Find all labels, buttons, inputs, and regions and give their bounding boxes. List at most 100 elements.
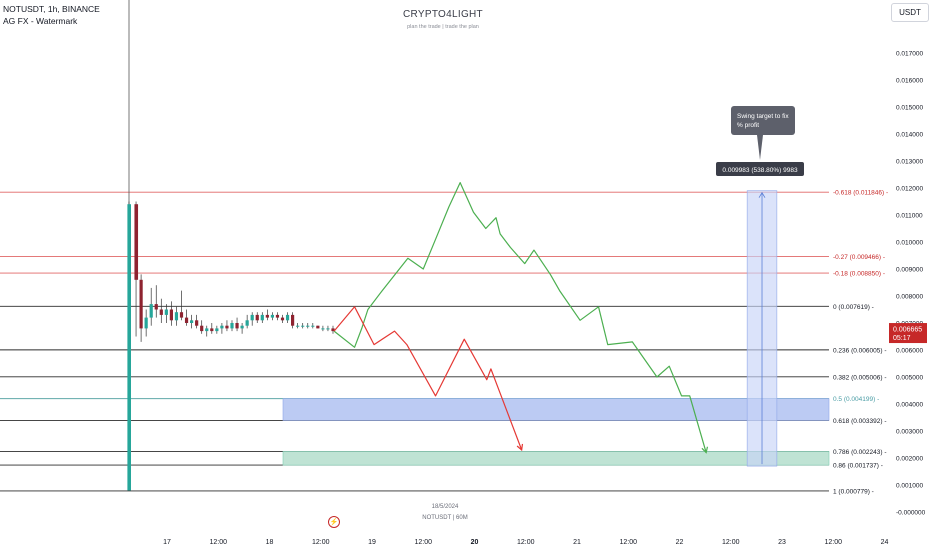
candle-body (275, 314, 280, 318)
x-tick-label: 21 (573, 539, 581, 546)
candle-body (270, 314, 274, 318)
symbol-info: NOTUSDT, 1h, BINANCE (3, 4, 100, 14)
fib-level-label: -0.618 (0.011846) - (833, 190, 888, 197)
y-tick-label: 0.008000 (896, 294, 923, 301)
candle-body (210, 328, 214, 332)
bull-path-arrow (701, 446, 709, 454)
candle-body (265, 314, 269, 318)
candle-body (127, 204, 131, 491)
swing-target-tooltip-line2: % profit (737, 122, 759, 129)
candle-body (230, 323, 234, 329)
x-tick-label: 12:00 (209, 539, 227, 546)
x-tick-label: 18 (266, 539, 274, 546)
candle-body (285, 314, 290, 321)
indicator-name: AG FX - Watermark (3, 16, 78, 26)
candle-body (139, 279, 143, 329)
y-tick-label: 0.004000 (896, 402, 923, 409)
candle-body (184, 317, 189, 323)
candle-body (280, 317, 285, 321)
fib-level-label: 0.86 (0.001737) - (833, 463, 883, 470)
candle-body (291, 314, 295, 326)
y-tick-label: 0.012000 (896, 186, 923, 193)
x-tick-label: 12:00 (824, 539, 842, 546)
candle-body (225, 325, 229, 329)
candle-body (321, 328, 325, 330)
candle-body (159, 309, 163, 315)
x-tick-label: 20 (471, 539, 479, 546)
fib-level-label: -0.27 (0.009466) - (833, 254, 885, 261)
footer-symbol: NOTUSDT | 60M (422, 515, 468, 521)
y-tick-label: 0.015000 (896, 105, 923, 112)
footer-date: 18/5/2024 (431, 504, 459, 510)
watermark-title: CRYPTO4LIGHT (403, 9, 483, 20)
candle-body (195, 320, 199, 326)
x-tick-label: 17 (163, 539, 171, 546)
y-tick-label: 0.006000 (896, 348, 923, 355)
fib-level-label: 0 (0.007619) - (833, 304, 874, 311)
swing-target-tooltip (731, 106, 795, 135)
y-tick-label: 0.014000 (896, 132, 923, 139)
candle-body (144, 317, 148, 329)
candle-body (240, 325, 244, 329)
y-tick-label: 0.001000 (896, 483, 923, 490)
x-tick-label: 12:00 (312, 539, 330, 546)
x-tick-label: 12:00 (722, 539, 740, 546)
green-zone (282, 451, 830, 466)
candle-body (215, 328, 219, 332)
candle-body (331, 328, 335, 332)
swing-target-tooltip-pointer (757, 135, 763, 160)
candle-body (154, 304, 158, 310)
candle-body (220, 325, 224, 329)
y-tick-label: 0.011000 (896, 213, 923, 220)
current-price-value: 0.006665 (893, 327, 922, 334)
x-tick-label: 24 (881, 539, 889, 546)
candle-body (260, 314, 264, 321)
x-tick-label: 12:00 (619, 539, 637, 546)
x-tick-label: 12:00 (517, 539, 535, 546)
y-tick-label: 0.003000 (896, 429, 923, 436)
currency-button[interactable]: USDT (891, 3, 929, 22)
watermark-subtitle: plan the trade | trade the plan (407, 24, 479, 30)
candle-body (190, 320, 194, 323)
fib-level-label: 0.382 (0.005006) - (833, 374, 886, 381)
candle-body (179, 312, 184, 318)
candle-body (200, 325, 204, 332)
y-tick-label: 0.017000 (896, 51, 923, 58)
y-tick-label: 0.016000 (896, 78, 923, 85)
y-tick-label: 0.002000 (896, 456, 923, 463)
candle-body (134, 204, 139, 280)
candle-body (245, 320, 249, 326)
current-price-tag (889, 323, 927, 344)
candle-body (326, 328, 330, 330)
candle-body (235, 323, 239, 329)
current-price-countdown: 05:17 (893, 335, 911, 342)
target-measure-badge (716, 162, 804, 176)
y-tick-label: -0.000000 (896, 510, 926, 517)
candle-body (255, 314, 259, 321)
bear-path-arrow (516, 443, 524, 452)
y-tick-label: 0.013000 (896, 159, 923, 166)
fib-level-label: 0.5 (0.004199) - (833, 396, 879, 403)
fib-level-label: 0.236 (0.006005) - (833, 347, 886, 354)
fib-level-label: 0.786 (0.002243) - (833, 449, 886, 456)
candle-body (296, 325, 300, 327)
fib-level-label: -0.18 (0.008850) - (833, 271, 885, 278)
candle-body (250, 314, 254, 321)
fib-level-label: 1 (0.000779) - (833, 488, 874, 495)
candle-body (306, 325, 310, 327)
candle-body (174, 312, 179, 321)
candle-body (316, 325, 320, 329)
x-tick-label: 22 (676, 539, 684, 546)
fib-level-label: 0.618 (0.003392) - (833, 418, 886, 425)
candle-body (169, 309, 173, 321)
bull-path (333, 182, 707, 453)
bear-path (333, 306, 523, 451)
candle-body (311, 325, 315, 327)
flash-icon[interactable]: ⚡ (328, 516, 340, 528)
y-tick-label: 0.010000 (896, 240, 923, 247)
candle-body (149, 304, 153, 318)
candle-body (164, 309, 168, 315)
x-tick-label: 19 (368, 539, 376, 546)
y-tick-label: 0.005000 (896, 375, 923, 382)
